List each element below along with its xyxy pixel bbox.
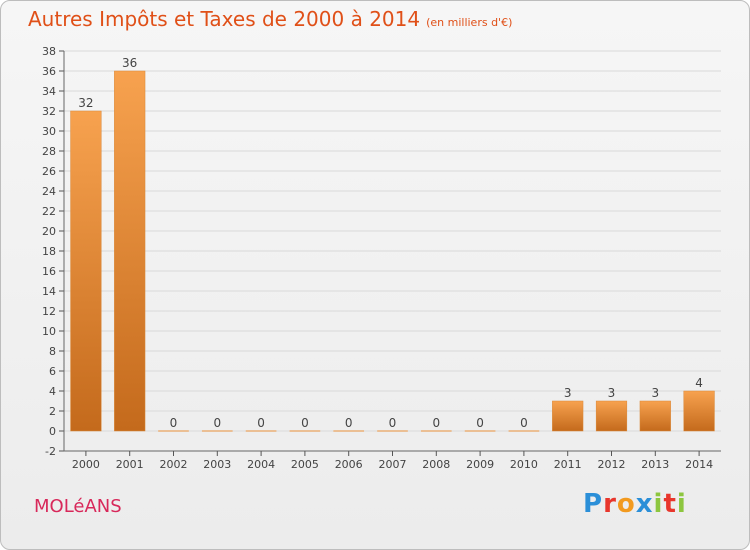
x-tick-label: 2009 [466, 458, 494, 471]
x-tick-label: 2002 [160, 458, 188, 471]
y-tick-label: 36 [42, 65, 56, 78]
y-tick-label: 30 [42, 125, 56, 138]
data-label: 0 [301, 416, 309, 430]
x-tick-label: 2005 [291, 458, 319, 471]
data-label: 36 [122, 56, 137, 70]
y-tick-label: 22 [42, 205, 56, 218]
bar [289, 430, 321, 432]
data-label: 0 [476, 416, 484, 430]
data-label: 0 [213, 416, 221, 430]
x-tick-label: 2012 [598, 458, 626, 471]
y-tick-label: 2 [49, 405, 56, 418]
logo-letter: r [603, 489, 617, 519]
bar [245, 430, 277, 432]
data-label: 0 [345, 416, 353, 430]
chart-subtitle: (en milliers d'€) [426, 16, 513, 29]
y-tick-label: 20 [42, 225, 56, 238]
axes [59, 50, 721, 456]
bar [464, 430, 496, 432]
proxiti-logo: Proxiti [583, 489, 687, 519]
bar [683, 390, 715, 432]
y-tick-label: 34 [42, 85, 56, 98]
x-tick-label: 2011 [554, 458, 582, 471]
labels: -202468101214161820222426283032343638200… [42, 45, 713, 471]
x-tick-label: 2000 [72, 458, 100, 471]
x-tick-label: 2003 [203, 458, 231, 471]
x-tick-label: 2008 [422, 458, 450, 471]
data-label: 32 [78, 96, 93, 110]
bars [70, 70, 715, 432]
y-tick-label: 18 [42, 245, 56, 258]
data-label: 0 [520, 416, 528, 430]
y-tick-label: 0 [49, 425, 56, 438]
logo-letter: i [653, 489, 664, 519]
bar [420, 430, 452, 432]
data-label: 0 [257, 416, 265, 430]
logo-letter: x [635, 489, 654, 519]
data-label: 0 [389, 416, 397, 430]
logo-letter: o [616, 489, 636, 519]
bar [552, 400, 584, 432]
bar [70, 110, 102, 432]
bar [639, 400, 671, 432]
data-label: 3 [651, 386, 659, 400]
y-tick-label: 24 [42, 185, 56, 198]
x-tick-label: 2007 [379, 458, 407, 471]
data-label: 0 [432, 416, 440, 430]
x-tick-label: 2004 [247, 458, 275, 471]
y-tick-label: 6 [49, 365, 56, 378]
bar [158, 430, 189, 432]
y-tick-label: 14 [42, 285, 56, 298]
x-tick-label: 2001 [116, 458, 144, 471]
grid-lines [64, 50, 721, 452]
data-label: 0 [170, 416, 178, 430]
chart-title: Autres Impôts et Taxes de 2000 à 2014 (en… [28, 7, 512, 31]
data-label: 4 [695, 376, 703, 390]
data-label: 3 [608, 386, 616, 400]
bar [595, 400, 628, 432]
bar [333, 430, 365, 432]
data-label: 3 [564, 386, 572, 400]
logo-letter: i [676, 489, 687, 519]
logo-letter: P [583, 489, 604, 519]
y-tick-label: 38 [42, 45, 56, 58]
y-tick-label: 8 [49, 345, 56, 358]
y-tick-label: 12 [42, 305, 56, 318]
y-tick-label: 10 [42, 325, 56, 338]
bar [201, 430, 233, 432]
x-tick-label: 2014 [685, 458, 713, 471]
town-name: MOLéANS [34, 496, 122, 517]
chart-title-text: Autres Impôts et Taxes de 2000 à 2014 [28, 7, 421, 31]
bar [508, 430, 540, 432]
x-tick-label: 2013 [641, 458, 669, 471]
y-tick-label: 28 [42, 145, 56, 158]
y-tick-label: 4 [49, 385, 56, 398]
y-tick-label: 26 [42, 165, 56, 178]
y-tick-label: -2 [45, 445, 56, 458]
bar [114, 70, 146, 432]
x-tick-label: 2010 [510, 458, 538, 471]
logo-letter: t [663, 489, 677, 519]
x-tick-label: 2006 [335, 458, 363, 471]
y-tick-label: 16 [42, 265, 56, 278]
bar [377, 430, 408, 432]
y-tick-label: 32 [42, 105, 56, 118]
